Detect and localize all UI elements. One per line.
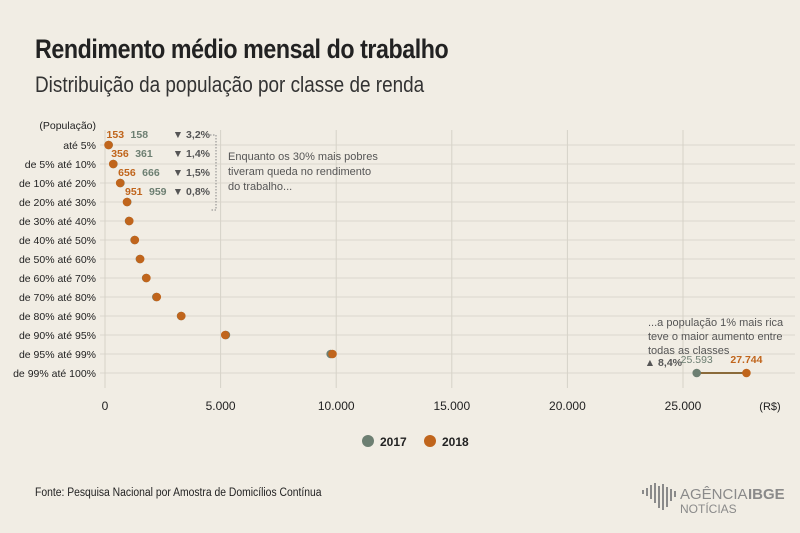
legend-label-2017: 2017 [380,435,407,449]
dot-2018 [108,159,118,169]
label-2018: 153 [107,129,125,141]
category-label: de 50% até 60% [19,254,96,266]
legend-swatch-2017 [362,435,374,447]
dot-2018 [220,330,230,340]
label-change: ▼ 1,4% [173,148,211,160]
agencia-ibge-logo: AGÊNCIA IBGE NOTÍCIAS [642,483,785,516]
dot-2018 [104,140,113,150]
dot-2018 [328,349,337,359]
dot-2018 [742,368,751,378]
annotation-text: teve o maior aumento entre [648,331,783,343]
annotation-text: Enquanto os 30% mais pobres [228,151,378,163]
category-label: de 70% até 80% [19,292,96,304]
legend-label-2018: 2018 [442,435,469,449]
annotation-text: tiveram queda no rendimento [228,166,371,178]
logo-text-noticias: NOTÍCIAS [680,501,737,516]
label-2018: 656 [118,167,136,179]
label-2018: 951 [125,186,143,198]
category-label: de 60% até 70% [19,273,96,285]
y-axis-label: (População) [39,120,96,132]
dot-2018 [152,292,162,302]
category-label: de 95% até 99% [19,349,96,361]
legend-swatch-2018 [424,435,436,447]
x-tick-label: 10.000 [318,399,355,413]
logo-text-agencia: AGÊNCIA [680,486,748,503]
label-2017: 666 [142,167,160,179]
dot-2018 [124,216,134,226]
label-change: ▼ 3,2% [173,129,211,141]
dot-2017 [692,368,702,378]
label-2018: 356 [111,148,129,160]
category-label: de 99% até 100% [13,368,96,380]
dot-2018 [135,254,145,264]
label-2017: 25.593 [681,354,713,366]
dot-2018 [122,197,132,207]
dot-2018 [176,311,186,321]
category-label: de 5% até 10% [25,159,96,171]
chart-subtitle: Distribuição da população por classe de … [35,72,425,97]
label-2018: 27.744 [730,354,762,366]
dot-2018 [142,273,151,283]
label-change: ▼ 0,8% [173,186,211,198]
category-label: de 30% até 40% [19,216,96,228]
label-change: ▼ 1,5% [173,167,211,179]
dot-2018 [130,235,140,245]
category-label: de 20% até 30% [19,197,96,209]
category-label: de 10% até 20% [19,178,96,190]
annotation-text: ...a população 1% mais rica [648,317,784,329]
x-tick-label: 15.000 [433,399,470,413]
label-2017: 361 [135,148,153,160]
category-label: de 90% até 95% [19,330,96,342]
x-axis-unit: (R$) [759,401,780,413]
x-tick-label: 20.000 [549,399,586,413]
x-tick-label: 0 [102,399,109,413]
category-label: de 80% até 90% [19,311,96,323]
source-note: Fonte: Pesquisa Nacional por Amostra de … [35,487,322,499]
annotation-text: todas as classes [648,345,730,357]
x-tick-label: 5.000 [206,399,236,413]
category-label: até 5% [63,140,96,152]
category-label: de 40% até 50% [19,235,96,247]
x-tick-label: 25.000 [665,399,702,413]
chart-title: Rendimento médio mensal do trabalho [35,34,449,64]
annotation-text: do trabalho... [228,181,292,193]
logo-text-ibge: IBGE [748,486,785,503]
annotation-bracket [210,134,217,211]
label-change: ▲ 8,4% [645,357,683,369]
label-2017: 158 [131,129,149,141]
dot-2018 [115,178,125,188]
label-2017: 959 [149,186,167,198]
